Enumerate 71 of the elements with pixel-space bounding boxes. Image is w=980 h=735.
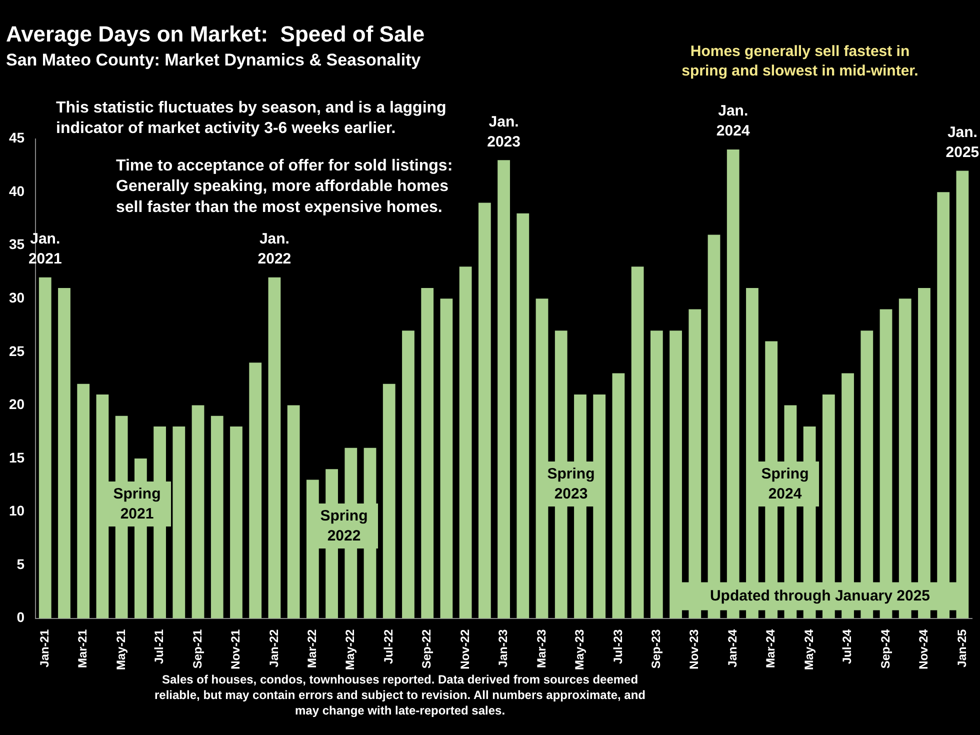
x-tick-label: Jul-21	[152, 628, 166, 664]
chart-subtitle: San Mateo County: Market Dynamics & Seasonality	[6, 50, 422, 70]
x-tick-label: Jan-24	[725, 628, 740, 668]
bar	[937, 192, 950, 618]
bar	[670, 330, 682, 618]
x-tick-label: May-21	[114, 628, 128, 670]
bar	[421, 288, 434, 618]
x-tick-label: Jan-23	[496, 628, 510, 668]
x-tick-label: Nov-23	[687, 628, 702, 670]
y-tick-label: 30	[8, 289, 25, 306]
x-tick-label: Jan-22	[266, 628, 281, 668]
bar	[459, 266, 472, 618]
bar	[287, 405, 300, 618]
x-tick-label: Nov-21	[228, 628, 243, 670]
bar	[516, 213, 530, 618]
x-tick-label: Jan-21	[37, 628, 52, 668]
bar	[650, 330, 663, 618]
y-tick-label: 0	[16, 609, 25, 626]
annotation: Jan. 2023	[487, 113, 520, 150]
x-tick-label: May-23	[572, 628, 587, 670]
x-tick-label: Mar-22	[304, 628, 319, 668]
text: This statistic fluctuates by season, and is a lagging indicator of market activity 3-6 weeks earlier.	[56, 99, 446, 138]
x-tick-label: Sep-24	[878, 628, 892, 669]
bar	[956, 170, 969, 618]
bar	[402, 330, 414, 618]
x-tick-label: Jul-22	[381, 628, 396, 664]
bar	[172, 426, 186, 618]
annotation: Time to acceptance of offer for sold listings: Generally speaking, more affordable homes sell faster than the most expensive homes.	[116, 157, 453, 216]
y-tick-label: 5	[16, 556, 25, 572]
x-tick-label: Jul-23	[610, 628, 625, 664]
bar	[192, 405, 204, 618]
x-tick-label: Sep-23	[648, 628, 663, 669]
y-tick-label: 20	[8, 396, 25, 412]
chart-title: Average Days on Market: Speed of Sale	[6, 21, 425, 46]
bar	[440, 298, 453, 618]
x-tick-label: May-22	[343, 628, 358, 670]
bar	[478, 202, 491, 618]
x-tick-label: Mar-23	[534, 628, 548, 668]
x-tick-label: Jul-24	[840, 628, 854, 664]
bar	[631, 266, 644, 618]
annotation: Jan. 2025	[946, 124, 980, 161]
annotation: Jan. 2021	[28, 230, 62, 268]
y-tick-label: 35	[8, 236, 25, 252]
x-tick-label: Sep-22	[420, 628, 434, 669]
x-tick-label: Sep-21	[190, 628, 204, 669]
x-tick-label: Mar-21	[76, 628, 90, 668]
y-tick-label: 45	[8, 130, 25, 146]
y-tick-label: 25	[8, 342, 25, 359]
annotation: Jan. 2022	[258, 230, 292, 268]
annotation: Jan. 2024	[716, 102, 750, 140]
x-tick-label: Mar-24	[764, 628, 778, 668]
bar	[268, 277, 281, 618]
text: Homes generally sell fastest in spring and slowest in mid-winter.	[682, 43, 918, 80]
bar	[498, 160, 510, 618]
x-tick-label: Jan-25	[954, 628, 969, 668]
bar	[230, 426, 242, 618]
text: Sales of houses, condos, townhouses reported. Data derived from sources deemed reliable, but may contain errors and subject to revision. All numbers approximate, and may change with late-reported sales.	[154, 672, 646, 718]
bar	[612, 373, 625, 618]
x-tick-label: May-24	[802, 628, 816, 670]
y-tick-label: 15	[8, 449, 25, 466]
x-tick-label: Nov-24	[916, 628, 931, 670]
bar	[249, 362, 262, 618]
y-tick-label: 10	[8, 502, 25, 519]
bar	[382, 384, 396, 618]
bar	[38, 277, 52, 618]
y-tick-label: 40	[8, 182, 25, 199]
x-tick-label: Nov-22	[458, 628, 472, 670]
bar	[58, 288, 70, 618]
bar	[688, 309, 702, 618]
bar	[77, 384, 90, 618]
bar	[210, 416, 224, 618]
